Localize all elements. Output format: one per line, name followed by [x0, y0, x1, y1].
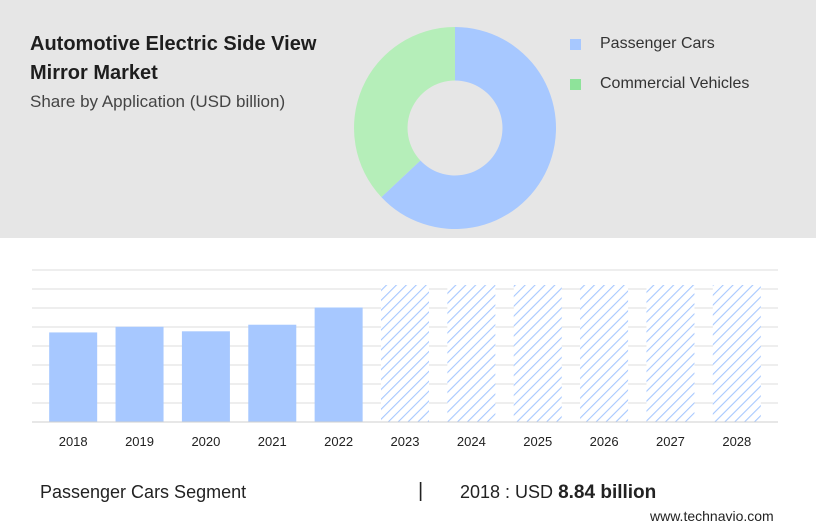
bar-2019 [115, 326, 164, 422]
x-tick-label-2019: 2019 [125, 434, 154, 449]
forecast-bar-2027 [646, 285, 695, 422]
forecast-bar-2026 [580, 285, 629, 422]
bar-2022 [314, 307, 363, 422]
legend-label-commercial-vehicles: Commercial Vehicles [600, 75, 750, 92]
x-tick-label-2021: 2021 [258, 434, 287, 449]
x-tick-label-2026: 2026 [590, 434, 619, 449]
legend-label-passenger-cars: Passenger Cars [600, 35, 715, 52]
bar-2020 [181, 331, 230, 422]
legend-swatch-commercial-vehicles [570, 78, 581, 90]
legend-item-passenger-cars[interactable]: Passenger Cars [570, 34, 749, 54]
bar-2018 [49, 332, 98, 422]
forecast-bar-2024 [447, 285, 496, 422]
x-tick-label-2022: 2022 [324, 434, 353, 449]
bar-chart: 2018 2019 2020 2021 2022 2023 2024 2025 2026 2027… [32, 269, 778, 449]
forecast-bar-2025 [513, 285, 562, 422]
donut-slice-commercial-vehicles [354, 27, 455, 198]
donut-chart [354, 27, 556, 229]
footer-segment-label: Passenger Cars Segment [40, 482, 247, 502]
legend-swatch-passenger-cars [570, 38, 581, 50]
brand-url[interactable]: www.technavio.com [650, 508, 774, 524]
x-tick-label-2018: 2018 [59, 434, 88, 449]
legend-item-commercial-vehicles[interactable]: Commercial Vehicles [570, 74, 749, 94]
footer-value-amount: 8.84 billion [558, 482, 657, 503]
footer-divider: | [418, 480, 424, 502]
legend: Passenger Cars Commercial Vehicles [570, 34, 749, 114]
forecast-bar-2028 [712, 285, 761, 422]
x-tick-label-2025: 2025 [523, 434, 552, 449]
forecast-bar-2023 [381, 285, 429, 422]
x-tick-label-2020: 2020 [191, 434, 220, 449]
chart-title: Automotive Electric Side View Mirror Mar… [30, 33, 317, 84]
x-tick-label-2028: 2028 [722, 434, 751, 449]
x-tick-label-2024: 2024 [457, 434, 486, 449]
bar-2021 [248, 324, 297, 422]
footer-value-prefix: 2018 : USD [460, 482, 554, 502]
chart-subtitle: Share by Application (USD billion) [30, 92, 286, 111]
x-tick-label-2023: 2023 [391, 434, 420, 449]
footer-value: 2018 : USD 8.84 billion [460, 482, 656, 504]
x-tick-label-2027: 2027 [656, 434, 685, 449]
donut-slice-passenger-cars [381, 27, 556, 229]
